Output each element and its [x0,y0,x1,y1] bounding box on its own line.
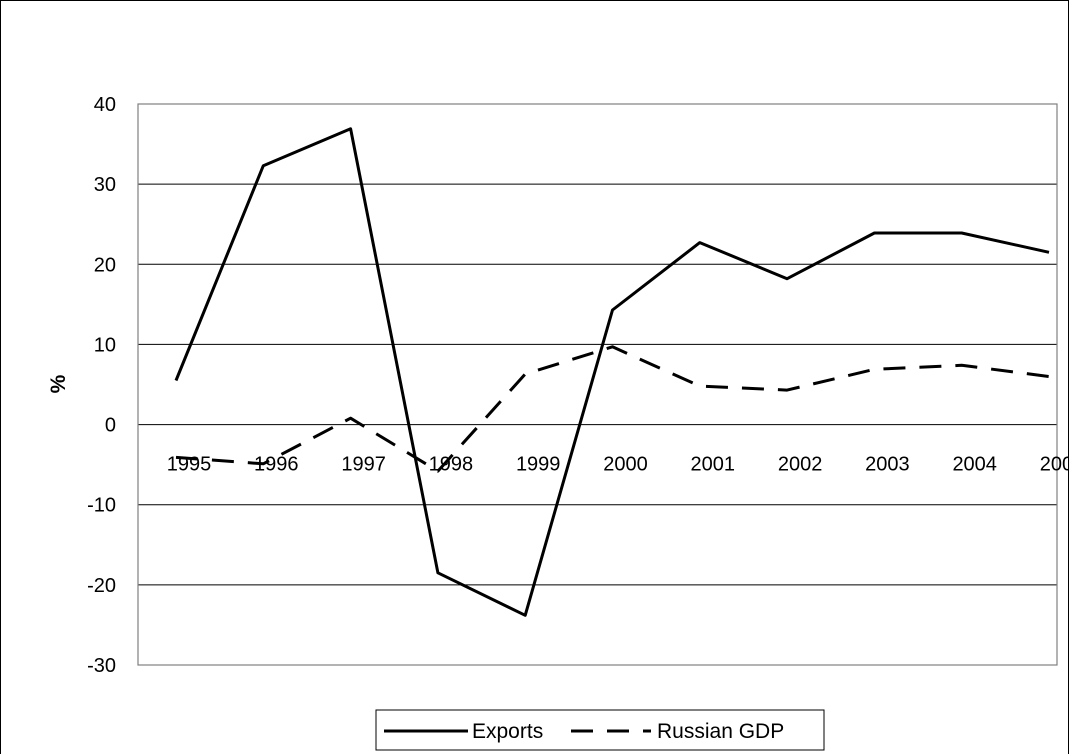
y-axis-title: % [47,374,70,393]
x-tick-label: 2003 [865,454,910,476]
series-lines [174,127,1050,617]
y-tick-label: 0 [105,415,116,437]
x-tick-label: 2004 [952,454,997,476]
legend: Exports Russian GDP [375,709,825,751]
y-tick-label: -10 [87,495,116,517]
y-tick-label: -30 [87,655,116,677]
legend-label-russian-gdp: Russian GDP [657,720,784,743]
x-tick-label: 2005 [1040,454,1069,476]
gridlines [138,183,1057,586]
x-tick-label: 2001 [691,454,736,476]
y-tick-label: 10 [94,334,116,356]
y-tick-label: 20 [94,254,116,276]
series-line-russian-gdp [175,345,1050,473]
x-tick-label: 1995 [167,454,212,476]
x-tick-label: 2002 [778,454,823,476]
y-tick-label: 30 [94,174,116,196]
x-tick-label: 1997 [341,454,386,476]
y-tick-label: -20 [87,575,116,597]
legend-label-exports: Exports [472,720,543,743]
x-tick-label: 1999 [516,454,561,476]
x-tick-label: 2000 [603,454,648,476]
y-axis-tick-labels: 40 30 20 10 0 -10 -20 -30 [87,94,116,677]
x-tick-label: 1996 [254,454,299,476]
y-tick-label: 40 [94,94,116,116]
x-axis-tick-labels: 1995 1996 1997 1998 1999 2000 2001 2002 2003 2004… [167,454,1069,476]
plot-area-border [137,103,1058,666]
series-line-exports [174,127,1050,617]
